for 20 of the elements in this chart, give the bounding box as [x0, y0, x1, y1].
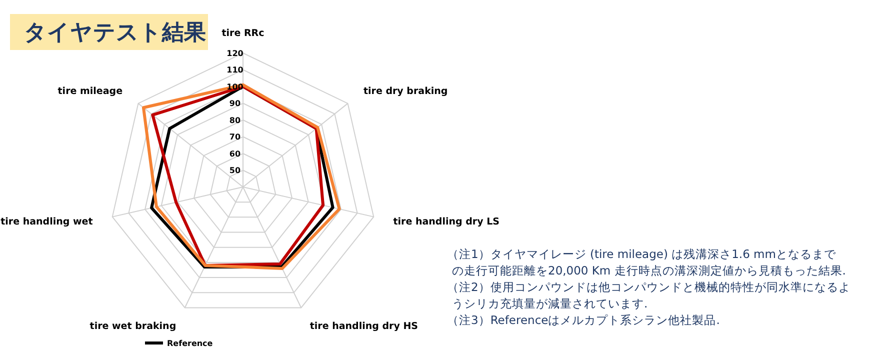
y-tick-label: 110	[226, 66, 244, 75]
spoke-label: tire wet braking	[90, 321, 176, 332]
spoke-label: tire handling dry LS	[393, 216, 500, 228]
y-tick-label: 100	[226, 82, 244, 92]
text: （注1）タイヤマイレージ (tire mileage) は残溝深さ1.6 mmとなるまでの走行可能距離を20,000 Km 走行時点の溝深測定値から見積もった結果.	[447, 247, 846, 278]
text: （注3）Referenceはメルカプト系シラン他社製品.	[447, 313, 720, 327]
spoke-label: tire mileage	[58, 86, 123, 98]
y-tick-label: 120	[226, 48, 244, 58]
y-tick-label: 70	[229, 132, 241, 142]
y-tick-label: 50	[229, 166, 241, 176]
spoke-label: tire handling wet	[0, 216, 94, 228]
spoke-label: tire handling dry HS	[310, 321, 418, 332]
y-tick-label: 80	[229, 116, 241, 125]
legend-label: Reference	[167, 338, 214, 348]
text: （注2）使用コンパウンドは他コンパウンドと機械的特性が同水準になるようシリカ充填量が減量されています.	[447, 280, 850, 310]
y-tick-label: 90	[229, 99, 241, 108]
spoke-label: tire RRc	[222, 28, 264, 40]
chart-title: タイヤテスト結果	[24, 20, 207, 46]
spoke-label: tire dry braking	[363, 86, 448, 98]
y-tick-label: 60	[229, 149, 241, 158]
